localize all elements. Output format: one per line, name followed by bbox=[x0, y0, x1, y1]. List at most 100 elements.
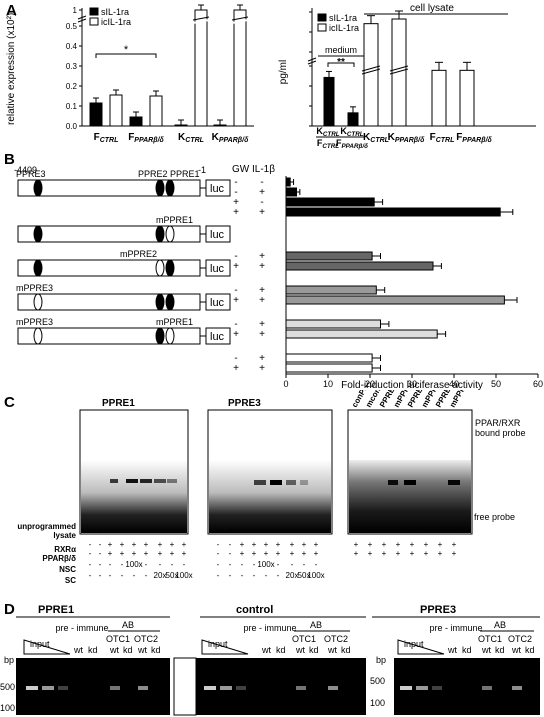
c-row-value-nsc: - bbox=[217, 560, 220, 569]
gw-value: + bbox=[233, 197, 239, 208]
c-right-row-value-rxr: + bbox=[382, 540, 387, 549]
dilution-wedge bbox=[23, 639, 71, 655]
chip-band bbox=[296, 686, 306, 690]
bp-100: 100 bbox=[370, 698, 385, 708]
right-sig-bracket bbox=[327, 62, 355, 67]
otc2-label: OTC2 bbox=[134, 634, 158, 644]
left-xlabel: FPPARβ/δ bbox=[128, 132, 164, 144]
bp-500: 500 bbox=[0, 682, 15, 692]
ppre-element bbox=[33, 179, 43, 197]
c-row-value-unprog: - bbox=[183, 526, 186, 535]
c-row-value-nsc: - bbox=[277, 560, 280, 569]
c-row-value-rxr: + bbox=[120, 540, 125, 549]
lane-label: mPPRE3 bbox=[448, 390, 473, 409]
c-row-value-rxr: + bbox=[158, 540, 163, 549]
construct-label: PPRE2 PPRE1 bbox=[138, 169, 200, 179]
gw-value: + bbox=[233, 363, 239, 374]
left-bar-icil1ra bbox=[149, 95, 163, 127]
wt-label: wt bbox=[295, 645, 305, 655]
bound-band-ppre3 bbox=[254, 480, 266, 485]
c-row-value-rxr: + bbox=[290, 540, 295, 549]
c-right-row-value-rxr: + bbox=[396, 540, 401, 549]
ppre-element bbox=[155, 327, 165, 345]
chip-band bbox=[110, 686, 120, 690]
c-row-value-sc: 20x bbox=[154, 571, 167, 580]
right-bar-break bbox=[361, 68, 381, 75]
il1b-value: + bbox=[259, 319, 265, 330]
right-xlabel-num: KCTRL bbox=[340, 126, 363, 138]
luc-bar bbox=[285, 363, 373, 373]
row-label-sc: SC bbox=[64, 576, 76, 585]
c-row-value-sc: 100x bbox=[307, 571, 324, 580]
c-row-value-sc: - bbox=[133, 571, 136, 580]
right-xlabel-lysate: FCTRL bbox=[430, 132, 455, 144]
left-ytick-label: 0.1 bbox=[66, 102, 78, 111]
c-row-value-nsc: - bbox=[241, 560, 244, 569]
left-bar-sil1ra bbox=[174, 124, 188, 127]
c-row-value-sc: - bbox=[253, 571, 256, 580]
luc-label: luc bbox=[210, 229, 225, 241]
c-row-value-nsc: - bbox=[121, 560, 124, 569]
preimmune-label: pre - immune bbox=[429, 623, 482, 633]
gw-value: - bbox=[234, 177, 237, 188]
bound-band-ppre1 bbox=[167, 479, 177, 483]
left-axis-break bbox=[77, 18, 87, 23]
c-row-value-ppar: - bbox=[89, 549, 92, 558]
luc-label: luc bbox=[210, 331, 225, 343]
c-row-value-rxr: + bbox=[302, 540, 307, 549]
legend-swatch-icil1ra bbox=[89, 17, 99, 26]
left-ylabel: relative expression (x10²) bbox=[6, 12, 17, 125]
luc-label: luc bbox=[210, 297, 225, 309]
panel-d-label: D bbox=[4, 601, 15, 618]
chip-band bbox=[482, 686, 492, 690]
wt-label: wt bbox=[447, 645, 457, 655]
c-row-value-sc: - bbox=[277, 571, 280, 580]
luc-bar bbox=[285, 177, 291, 187]
bound-band-ppre1 bbox=[126, 479, 138, 483]
kd-label: kd bbox=[151, 645, 161, 655]
c-right-row-value-ppar: + bbox=[354, 549, 359, 558]
left-bar-sil1ra bbox=[89, 102, 103, 127]
construct-label: mPPRE3 bbox=[16, 283, 53, 293]
b-xtick-label: 60 bbox=[533, 379, 543, 389]
il1b-value: + bbox=[259, 207, 265, 218]
c-row-value-nsc: - bbox=[109, 560, 112, 569]
col-il1b: IL-1β bbox=[252, 164, 275, 175]
input-label: input bbox=[208, 639, 228, 649]
dna-ladder-band bbox=[176, 696, 194, 699]
c-row-value-ppar: + bbox=[302, 549, 307, 558]
c-row-value-rxr: - bbox=[217, 540, 220, 549]
c-row-value-unprog: - bbox=[159, 526, 162, 535]
c-row-value-unprog: - bbox=[315, 526, 318, 535]
gel-title-ppre3: PPRE3 bbox=[420, 604, 456, 616]
dna-ladder-band bbox=[176, 660, 194, 662]
ppre-element bbox=[155, 225, 165, 243]
c-row-value-nsc: - bbox=[291, 560, 294, 569]
chip-band bbox=[42, 686, 54, 690]
input-label: input bbox=[404, 639, 424, 649]
kd-label: kd bbox=[276, 645, 286, 655]
right-bar-lysate bbox=[363, 23, 379, 127]
right-bar-lysate bbox=[459, 69, 475, 127]
c-row-value-nsc: 100x bbox=[125, 560, 142, 569]
c-row-value-nsc: - bbox=[99, 560, 102, 569]
il1b-value: + bbox=[259, 363, 265, 374]
right-xlabel-lysate: KPPARβ/δ bbox=[388, 132, 425, 144]
right-axis-break bbox=[307, 60, 317, 65]
gw-value: + bbox=[233, 295, 239, 306]
free-probe-label: free probe bbox=[474, 512, 516, 522]
chip-band bbox=[328, 686, 338, 690]
otc2-label: OTC2 bbox=[508, 634, 532, 644]
c-right-row-value-ppar: + bbox=[368, 549, 373, 558]
dna-ladder-band bbox=[176, 675, 194, 678]
construct-label: mPPRE3 bbox=[16, 317, 53, 327]
luc-bar bbox=[285, 207, 501, 217]
panel-a-label: A bbox=[6, 2, 17, 19]
right-bar-medium bbox=[347, 112, 359, 127]
c-row-value-unprog: - bbox=[109, 526, 112, 535]
c-right-row-value-ppar: + bbox=[410, 549, 415, 558]
left-xlabel: KCTRL bbox=[178, 132, 204, 144]
wt-label: wt bbox=[109, 645, 119, 655]
